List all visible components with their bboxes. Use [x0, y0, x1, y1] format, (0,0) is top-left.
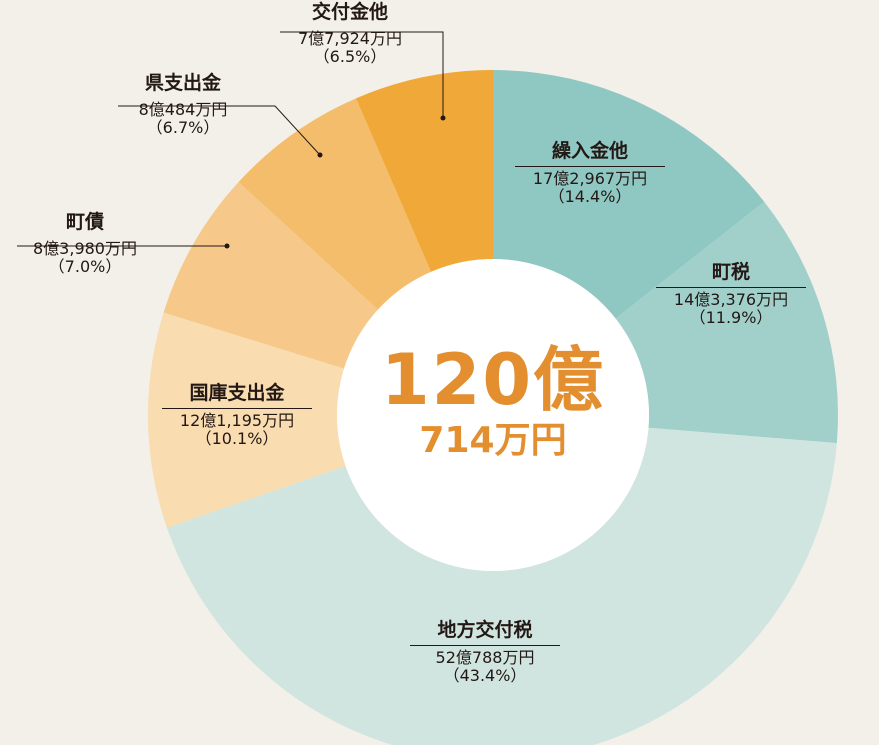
slice-percent: （6.5%） [313, 47, 387, 67]
slice-name: 町税 [656, 261, 806, 288]
slice-amount: 7億7,924万円 [298, 28, 402, 48]
center-total: 120億 714万円 [343, 340, 643, 462]
slice-1 [615, 201, 838, 444]
slice-amount: 8億484万円 [138, 99, 228, 119]
total-sub: 714万円 [419, 420, 567, 461]
slice-percent: （43.4%） [443, 666, 527, 686]
label-chosai: 町債 8億3,980万円 （7.0%） [10, 211, 160, 277]
leader-kofukin-dot [440, 115, 446, 121]
slice-name: 県支出金 [144, 72, 221, 94]
label-ken: 県支出金 8億484万円 （6.7%） [108, 72, 258, 138]
slice-name: 地方交付税 [410, 619, 560, 646]
slice-name: 交付金他 [311, 1, 388, 23]
donut-hole [337, 259, 649, 571]
slice-amount: 14億3,376万円 [673, 289, 789, 309]
label-chihokofuzei: 地方交付税 52億788万円 （43.4%） [410, 619, 560, 686]
total-main: 120億 [380, 339, 606, 421]
slice-name: 繰入金他 [515, 140, 665, 167]
slice-5 [238, 98, 432, 310]
slice-percent: （10.1%） [195, 429, 279, 449]
slice-0 [493, 70, 765, 319]
slice-6 [355, 70, 493, 272]
leader-ken [118, 105, 321, 156]
slice-name: 国庫支出金 [162, 382, 312, 409]
label-chozei: 町税 14億3,376万円 （11.9%） [656, 261, 806, 328]
slice-4 [163, 182, 378, 369]
label-kofukin: 交付金他 7億7,924万円 （6.5%） [270, 1, 430, 67]
slice-amount: 12億1,195万円 [179, 410, 295, 430]
leader-kofukin [280, 31, 444, 118]
slice-2 [166, 427, 837, 745]
slice-percent: （11.9%） [689, 308, 773, 328]
slice-percent: （6.7%） [146, 118, 220, 138]
label-kurireikin: 繰入金他 17億2,967万円 （14.4%） [515, 140, 665, 207]
slice-amount: 52億788万円 [435, 647, 535, 667]
leader-chosai-dot [224, 243, 230, 249]
slice-amount: 17億2,967万円 [532, 168, 648, 188]
slice-name: 町債 [65, 211, 104, 233]
slice-3 [147, 312, 346, 528]
slice-amount: 8億3,980万円 [33, 238, 137, 258]
leader-ken-dot [317, 152, 323, 158]
slice-percent: （7.0%） [48, 257, 122, 277]
label-kokko: 国庫支出金 12億1,195万円 （10.1%） [162, 382, 312, 449]
slice-percent: （14.4%） [548, 187, 632, 207]
